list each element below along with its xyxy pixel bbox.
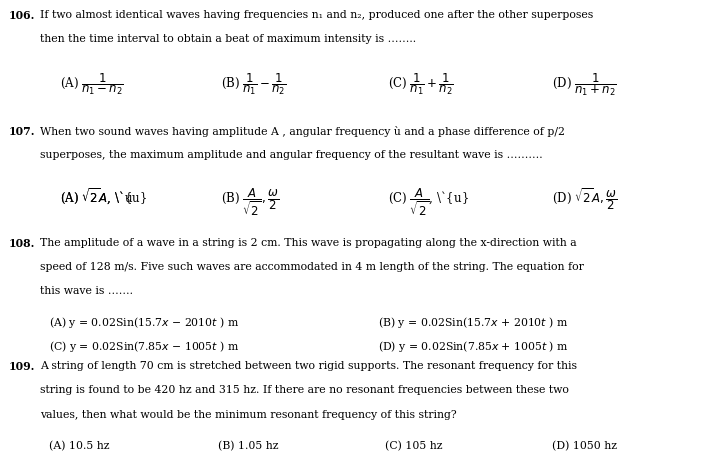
Text: (B) 1.05 hz: (B) 1.05 hz [218,441,278,452]
Text: (B) y = 0.02Sin(15.7$x$ + 2010$t$ ) m: (B) y = 0.02Sin(15.7$x$ + 2010$t$ ) m [378,315,568,330]
Text: A string of length 70 cm is stretched between two rigid supports. The resonant f: A string of length 70 cm is stretched be… [40,361,577,371]
Text: (C) y = 0.02Sin(7.85$x$ − 1005$t$ ) m: (C) y = 0.02Sin(7.85$x$ − 1005$t$ ) m [49,339,240,354]
Text: (D) $\sqrt{2}A, \dfrac{\omega}{2}$: (D) $\sqrt{2}A, \dfrac{\omega}{2}$ [552,186,617,212]
Text: (D) y = 0.02Sin(7.85$x$ + 1005$t$ ) m: (D) y = 0.02Sin(7.85$x$ + 1005$t$ ) m [378,339,568,354]
Text: (C) 105 hz: (C) 105 hz [385,441,442,452]
Text: (A) $\sqrt{2}A$, \`u: (A) $\sqrt{2}A$, \`u [60,186,133,206]
Text: then the time interval to obtain a beat of maximum intensity is ……..: then the time interval to obtain a beat … [40,34,416,44]
Text: (A) $\dfrac{1}{n_1 - n_2}$: (A) $\dfrac{1}{n_1 - n_2}$ [60,71,123,96]
Text: superposes, the maximum amplitude and angular frequency of the resultant wave is: superposes, the maximum amplitude and an… [40,150,542,160]
Text: speed of 128 m/s. Five such waves are accommodated in 4 m length of the string. : speed of 128 m/s. Five such waves are ac… [40,262,584,272]
Text: (D) $\dfrac{1}{n_1 + n_2}$: (D) $\dfrac{1}{n_1 + n_2}$ [552,71,616,97]
Text: If two almost identical waves having frequencies n₁ and n₂, produced one after t: If two almost identical waves having fre… [40,10,593,20]
Text: 109.: 109. [9,361,35,372]
Text: 106.: 106. [9,10,35,21]
Text: 108.: 108. [9,238,35,249]
Text: string is found to be 420 hz and 315 hz. If there are no resonant frequencies be: string is found to be 420 hz and 315 hz.… [40,385,568,395]
Text: (D) 1050 hz: (D) 1050 hz [552,441,617,452]
Text: (A) $\sqrt{2}A$, \`{u}: (A) $\sqrt{2}A$, \`{u} [60,186,147,206]
Text: (A) y = 0.02Sin(15.7$x$ − 2010$t$ ) m: (A) y = 0.02Sin(15.7$x$ − 2010$t$ ) m [49,315,240,330]
Text: values, then what would be the minimum resonant frequency of this string?: values, then what would be the minimum r… [40,410,457,419]
Text: (C) $\dfrac{A}{\sqrt{2}}$, \`{u}: (C) $\dfrac{A}{\sqrt{2}}$, \`{u} [388,186,469,218]
Text: (A) 10.5 hz: (A) 10.5 hz [49,441,110,452]
Text: When two sound waves having amplitude A , angular frequency ù and a phase differ: When two sound waves having amplitude A … [40,126,565,137]
Text: The amplitude of a wave in a string is 2 cm. This wave is propagating along the : The amplitude of a wave in a string is 2… [40,238,576,247]
Text: (C) $\dfrac{1}{n_1} + \dfrac{1}{n_2}$: (C) $\dfrac{1}{n_1} + \dfrac{1}{n_2}$ [388,71,454,96]
Text: (B) $\dfrac{1}{n_1} - \dfrac{1}{n_2}$: (B) $\dfrac{1}{n_1} - \dfrac{1}{n_2}$ [221,71,287,96]
Text: (B) $\dfrac{A}{\sqrt{2}}, \dfrac{\omega}{2}$: (B) $\dfrac{A}{\sqrt{2}}, \dfrac{\omega}… [221,186,280,218]
Text: 107.: 107. [9,126,36,137]
Text: this wave is …….: this wave is ……. [40,286,133,296]
